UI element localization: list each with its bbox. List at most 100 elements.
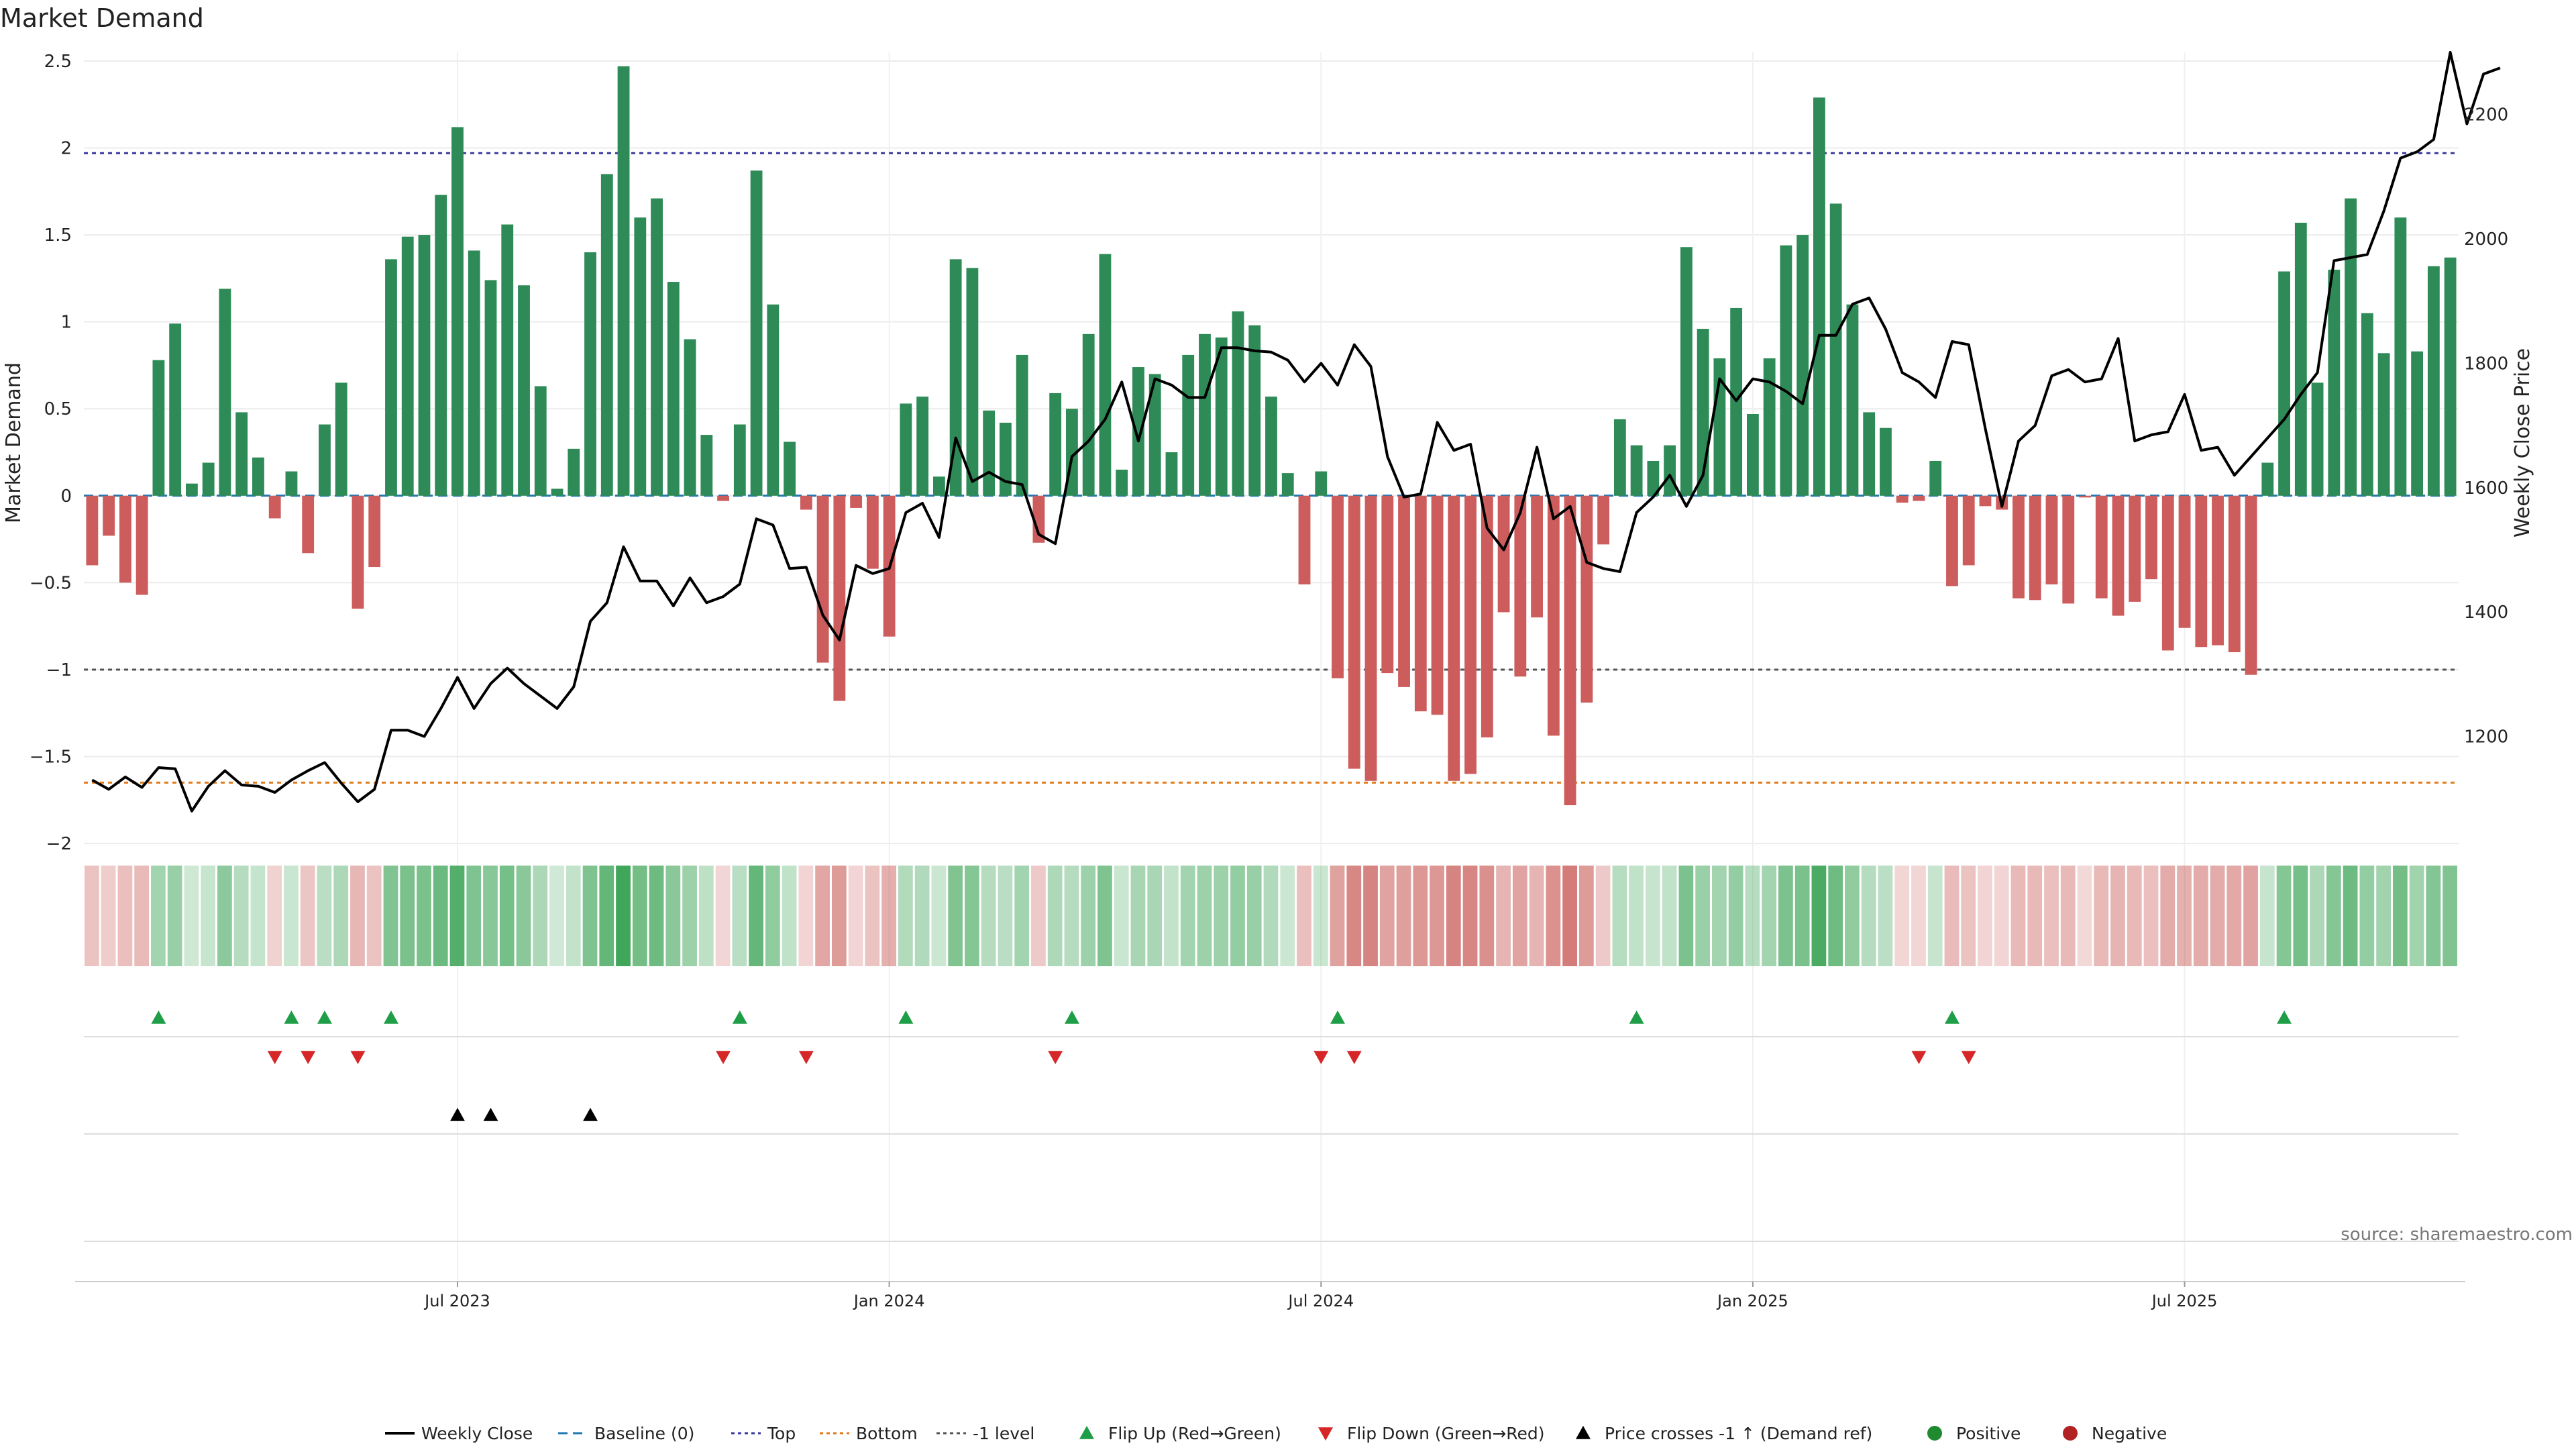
demand-bar — [2129, 495, 2141, 602]
demand-bar — [1398, 495, 1410, 687]
demand-bar — [651, 198, 663, 496]
event-markers — [75, 1010, 2465, 1282]
heat-cell — [1512, 866, 1527, 966]
x-tick-label: Jul 2023 — [423, 1292, 490, 1310]
heat-cell — [1745, 866, 1760, 966]
demand-bar — [966, 268, 979, 496]
heat-cell — [1479, 866, 1495, 966]
demand-bar — [617, 66, 630, 496]
y-tick-label: −2 — [46, 834, 72, 854]
demand-bar — [401, 236, 414, 496]
heat-cell — [1379, 866, 1395, 966]
heat-cell — [2010, 866, 2026, 966]
heat-cell — [1728, 866, 1743, 966]
legend-label: Flip Up (Red→Green) — [1108, 1424, 1281, 1443]
heat-cell — [201, 866, 216, 966]
heat-cell — [1164, 866, 1179, 966]
flip-down-marker — [1346, 1051, 1362, 1064]
heat-cell — [317, 866, 332, 966]
legend-swatch-circle — [1927, 1426, 1942, 1441]
legend-swatch-tri-down — [1318, 1427, 1333, 1441]
heat-cell — [1130, 866, 1146, 966]
heat-cell — [151, 866, 166, 966]
heat-cell — [350, 866, 365, 966]
demand-bar — [1265, 397, 1277, 496]
flip-up-marker — [732, 1010, 747, 1024]
heat-cell — [2426, 866, 2441, 966]
flip-up-marker — [383, 1010, 398, 1024]
heat-cell — [2276, 866, 2292, 966]
demand-bar — [949, 259, 962, 496]
demand-bar — [2345, 198, 2357, 496]
flip-up-marker — [317, 1010, 332, 1024]
heat-cell — [1645, 866, 1660, 966]
demand-bar — [1680, 247, 1693, 496]
demand-bar — [1315, 471, 1328, 496]
heat-cell — [1180, 866, 1195, 966]
heat-cell — [217, 866, 232, 966]
demand-bar — [1000, 422, 1012, 496]
demand-bar — [767, 304, 780, 496]
heat-cell — [914, 866, 930, 966]
heat-cell — [284, 866, 299, 966]
legend-label: Baseline (0) — [594, 1424, 694, 1443]
heat-cell — [2210, 866, 2225, 966]
demand-bar — [1497, 495, 1510, 613]
demand-bar — [152, 360, 165, 496]
legend-item: Weekly Close — [385, 1424, 533, 1443]
heat-cell — [649, 866, 664, 966]
demand-bar — [2278, 271, 2290, 496]
demand-bar — [2095, 495, 2108, 599]
heat-cell — [2359, 866, 2375, 966]
heat-cell — [1330, 866, 1345, 966]
heat-cell — [1778, 866, 1793, 966]
demand-bar — [1348, 495, 1360, 769]
legend-swatch-tri-up — [1576, 1426, 1591, 1439]
demand-bar — [816, 495, 829, 663]
heat-cell — [998, 866, 1013, 966]
demand-bar — [1929, 460, 1942, 496]
x-tick-label: Jul 2024 — [1287, 1292, 1354, 1310]
heat-cell — [117, 866, 133, 966]
heat-cell — [2243, 866, 2258, 966]
demand-bar — [1580, 495, 1593, 703]
heat-cell — [400, 866, 415, 966]
heat-cell — [2044, 866, 2059, 966]
y2-tick-label: 1200 — [2464, 727, 2508, 747]
demand-bar — [916, 397, 929, 496]
demand-bar — [1547, 495, 1560, 736]
demand-bar — [302, 495, 315, 554]
demand-bar — [1148, 374, 1161, 496]
demand-bar — [784, 442, 796, 496]
heat-cell — [665, 866, 681, 966]
heat-cell — [167, 866, 182, 966]
heat-cell — [1346, 866, 1362, 966]
legend-label: Weekly Close — [421, 1424, 533, 1443]
heat-cell — [881, 866, 897, 966]
demand-bar — [501, 224, 514, 496]
heat-cell — [1047, 866, 1063, 966]
heat-cell — [533, 866, 548, 966]
heat-cell — [2326, 866, 2341, 966]
demand-bar — [2062, 495, 2075, 604]
legend-label: Positive — [1956, 1424, 2021, 1443]
y2-tick-label: 2000 — [2464, 229, 2508, 250]
demand-bar — [1165, 452, 1178, 496]
heat-cell — [782, 866, 797, 966]
heat-cell — [1794, 866, 1810, 966]
legend-label: Price crosses -1 ↑ (Demand ref) — [1605, 1424, 1872, 1443]
y2-ticks: 2200 2000 1800 1600 1400 1200 — [2464, 105, 2508, 747]
demand-bar — [2212, 495, 2224, 645]
demand-bar — [1979, 495, 1992, 507]
heat-cell — [1994, 866, 2009, 966]
heat-cell — [1263, 866, 1279, 966]
heat-cell — [1396, 866, 1411, 966]
heat-cell — [582, 866, 598, 966]
x-tick-label: Jan 2024 — [853, 1292, 925, 1310]
demand-bar — [1414, 495, 1427, 712]
demand-bar — [1647, 460, 1660, 496]
heat-cell — [1978, 866, 1992, 966]
demand-bar — [1332, 495, 1344, 678]
heat-cell — [1297, 866, 1311, 966]
